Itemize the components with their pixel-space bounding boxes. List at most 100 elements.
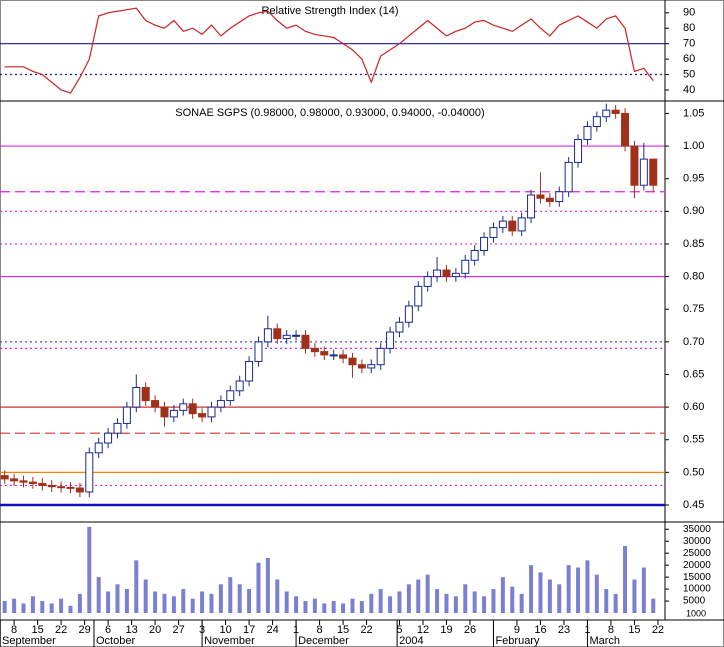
y-tick-label: 10000 (683, 584, 711, 595)
volume-bar (641, 567, 646, 613)
y-tick-label: 0.65 (683, 368, 704, 380)
candle-body (649, 158, 658, 186)
volume-bar (482, 596, 487, 613)
volume-bar (604, 589, 609, 613)
y-tick-label: 70 (683, 38, 695, 50)
x-tick-label: 5 (396, 624, 402, 636)
x-tick-label: 20 (149, 624, 161, 636)
candle-body (621, 112, 630, 147)
x-tick-label: 22 (360, 624, 372, 636)
volume-bar (500, 577, 505, 613)
candle-body (367, 364, 376, 369)
x-tick-label: 29 (78, 624, 90, 636)
candle-body (386, 331, 395, 349)
candle-body (470, 249, 479, 261)
candle-body (348, 357, 357, 366)
candle-body (66, 486, 75, 489)
x-tick-label: 15 (337, 624, 349, 636)
y-tick-label: 0.50 (683, 466, 704, 478)
x-tick-label: 22 (55, 624, 67, 636)
volume-bar (49, 603, 54, 613)
candle-body (85, 452, 94, 493)
volume-bar (228, 577, 233, 613)
x-tick-label: 6 (105, 624, 111, 636)
volume-bar (444, 593, 449, 613)
month-label: December (298, 635, 349, 647)
volume-bar (143, 579, 148, 613)
candle-body (245, 360, 254, 382)
x-tick-label: 8 (608, 624, 614, 636)
candle-body (141, 387, 150, 402)
candle-body (94, 442, 103, 454)
volume-bar (632, 579, 637, 613)
candle-body (0, 475, 9, 480)
volume-bar (435, 589, 440, 613)
volume-bar (341, 603, 346, 613)
candle-body (639, 158, 648, 186)
volume-bar (59, 598, 64, 613)
x-tick-label: 26 (464, 624, 476, 636)
candle-body (527, 194, 536, 219)
x-tick-label: 27 (172, 624, 184, 636)
volume-bar (491, 589, 496, 613)
month-label: 2004 (399, 635, 423, 647)
volume-bar (416, 579, 421, 613)
volume-bar (284, 591, 289, 613)
x-tick-label: 10 (219, 624, 231, 636)
x-tick-label: 12 (417, 624, 429, 636)
candle-body (132, 387, 141, 408)
volume-bar (12, 598, 17, 613)
candle-body (10, 478, 19, 482)
candle-body (574, 139, 583, 163)
volume-bar (171, 596, 176, 613)
candle-body (564, 161, 573, 193)
y-tick-label: 1.00 (683, 140, 704, 152)
month-label: March (589, 635, 620, 647)
volume-bar (547, 579, 552, 613)
volume-bar (566, 565, 571, 613)
candle-body (611, 109, 620, 114)
candle-body (47, 484, 56, 488)
candle-body (536, 194, 545, 199)
candle-body (357, 364, 366, 369)
candle-body (235, 380, 244, 392)
candle-body (113, 422, 122, 434)
volume-unit: 1000 (686, 608, 706, 618)
volume-bar (181, 589, 186, 613)
y-tick-label: 0.85 (683, 238, 704, 250)
x-tick-label: 8 (11, 624, 17, 636)
volume-bar (30, 596, 35, 613)
volume-bar (359, 601, 364, 613)
volume-bar (96, 577, 101, 613)
volume-bar (77, 593, 82, 613)
volume-bar (369, 593, 374, 613)
candle-body (19, 480, 28, 483)
candle-body (282, 334, 291, 340)
volume-bar (265, 557, 270, 613)
volume-bar (162, 593, 167, 613)
volume-bar (331, 601, 336, 613)
candle-body (151, 400, 160, 408)
volume-bar (2, 601, 7, 613)
y-tick-label: 0.45 (683, 499, 704, 511)
volume-bar (425, 574, 430, 613)
month-label: October (96, 635, 135, 647)
candle-body (442, 269, 451, 278)
candle-body (254, 341, 263, 362)
candle-body (263, 328, 272, 343)
candle-body (169, 409, 178, 418)
y-tick-label: 0.80 (683, 270, 704, 282)
volume-bar (453, 596, 458, 613)
volume-bar (463, 584, 468, 613)
volume-bar (510, 586, 515, 613)
volume-bar (538, 572, 543, 613)
x-tick-label: 23 (558, 624, 570, 636)
candle-body (451, 272, 460, 278)
candle-body (188, 403, 197, 415)
candle-body (592, 116, 601, 127)
volume-bar (21, 603, 26, 613)
price-title: SONAE SGPS (0.98000, 0.98000, 0.93000, 0… (175, 107, 484, 119)
volume-bar (623, 546, 628, 613)
candle-body (517, 217, 526, 232)
